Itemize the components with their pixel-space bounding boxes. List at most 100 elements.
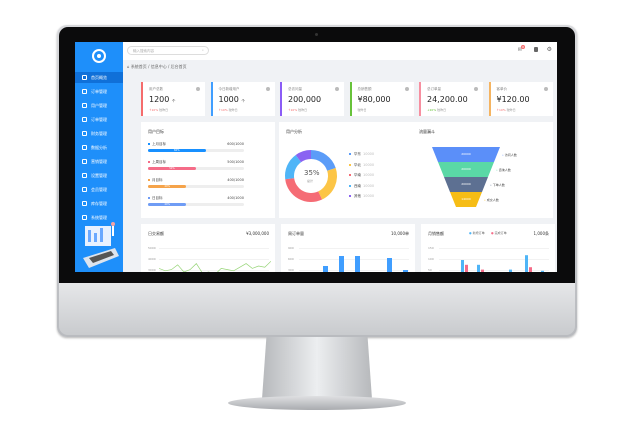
donut-slice	[285, 178, 323, 202]
funnel-label-text: 访问人数	[504, 153, 517, 157]
goal-label: 上周目标	[152, 160, 166, 164]
stat-title: 今日新增用户	[218, 87, 240, 91]
goal-label: 月目标	[152, 178, 163, 182]
camera	[315, 33, 318, 36]
file-icon	[82, 89, 87, 94]
sidebar-item[interactable]: 首页概览	[75, 72, 123, 83]
gridline	[299, 270, 409, 271]
sidebar-item[interactable]: 系统管理	[75, 212, 123, 223]
bell-icon[interactable]: ✉	[517, 47, 522, 53]
y-tick-label: 4000	[148, 257, 156, 261]
gridline	[159, 270, 269, 271]
sidebar-item-label: 库存管理	[91, 200, 107, 206]
bar	[355, 256, 360, 272]
goals-title: 用户目标	[148, 129, 164, 134]
sidebar-item-label: 订单管理	[91, 88, 107, 94]
y-tick-label: 900	[288, 246, 294, 250]
stat-title: 客单价	[496, 87, 508, 91]
sidebar-item[interactable]: 订单管理	[75, 114, 123, 125]
sidebar-item[interactable]: 订单管理	[75, 86, 123, 97]
goal-progress: 日目标 400/1000 40%	[148, 196, 244, 206]
funnel-label: • 访问人数	[502, 153, 517, 157]
goal-fill: 40%	[148, 185, 187, 188]
stat-card: 客单价 ¥120.00 ↑10% 较昨日	[488, 82, 553, 116]
gear-icon	[82, 173, 87, 178]
sidebar-item[interactable]: 库存管理	[75, 198, 123, 209]
sidebar-item-label: 会员管理	[91, 186, 107, 192]
chart-total: 1,000条	[533, 231, 549, 236]
funnel-segment: 20000	[432, 147, 500, 162]
goal-progress: 上周目标 500/1000 50%	[148, 160, 244, 170]
store-icon	[82, 201, 87, 206]
sidebar-item[interactable]: 会员管理	[75, 184, 123, 195]
monitor-base	[228, 396, 406, 410]
chart-panel: 月销售额 1,000条 ● 新增订单 ● 完成订单 150 100 50	[421, 224, 555, 272]
monitor-icon	[82, 215, 87, 220]
info-icon[interactable]	[335, 87, 339, 91]
bar	[387, 258, 392, 272]
goal-value: 600/1000	[227, 142, 244, 146]
sidebar-item-label: 财务管理	[91, 130, 107, 136]
chart-panel: 日交易额 ¥3,000,000 5000 4000 3000	[141, 224, 275, 272]
breadcrumb-text[interactable]: 系统首页 / 信息中心 / 后台首页	[130, 64, 187, 69]
stat-change: ↑10%	[149, 108, 159, 112]
bar	[481, 269, 484, 272]
gridline	[439, 259, 549, 260]
gridline	[299, 248, 409, 249]
funnel-label-text: 下单人数	[492, 183, 505, 187]
home-icon: ⌂	[127, 64, 131, 69]
donut-legend-item: 西南 10000	[349, 184, 374, 189]
search-icon[interactable]: ⌕	[202, 48, 204, 52]
stat-change: ↑10%	[496, 108, 506, 112]
y-tick-label: 300	[288, 268, 294, 272]
sidebar-item[interactable]: 用户管理	[75, 100, 123, 111]
y-tick-label: 150	[428, 246, 434, 250]
stat-note: 较昨日	[357, 108, 367, 112]
sidebar-item[interactable]: 营销管理	[75, 156, 123, 167]
funnel-title: 流量漏斗	[419, 129, 435, 134]
gear-icon[interactable]: ⚙	[546, 46, 552, 53]
monitor-stand	[262, 337, 372, 399]
sidebar-item[interactable]: 数据分析	[75, 142, 123, 153]
user-icon	[82, 103, 87, 108]
chart-legend-item: ● 完成订单	[491, 231, 507, 235]
y-tick-label: 600	[288, 257, 294, 261]
stat-title: 总访问量	[288, 87, 302, 91]
legend-value: 10000	[363, 194, 375, 198]
chart-legend-item: ● 新增订单	[469, 231, 485, 235]
funnel-label-text: 咨询人数	[498, 168, 511, 172]
goal-value: 500/1000	[227, 160, 244, 164]
goal-fill: 60%	[148, 149, 206, 152]
donut-slice	[318, 167, 337, 200]
search-input[interactable]: 输入搜索内容 ⌕	[127, 46, 209, 55]
info-icon[interactable]	[404, 87, 409, 91]
stat-value: 24,200.00	[427, 95, 468, 104]
sidebar-item[interactable]: 财务管理	[75, 128, 123, 139]
info-icon[interactable]	[196, 87, 200, 91]
breadcrumb: ⌂ 系统首页 / 信息中心 / 后台首页	[127, 64, 187, 70]
lock-icon[interactable]	[534, 47, 538, 52]
donut-chart	[285, 150, 337, 202]
stat-title: 用户总数	[149, 87, 163, 91]
legend-label: 其他	[354, 194, 361, 198]
info-icon[interactable]	[265, 87, 270, 91]
stat-note: 较昨日	[159, 108, 169, 112]
legend-label: 华北	[354, 162, 361, 167]
donut-legend-item: 华南 10000	[349, 173, 374, 178]
gridline	[439, 270, 549, 271]
top-bar: 输入搜索内容 ⌕ ✉ 6 ⚙	[123, 42, 557, 60]
sidebar-item[interactable]: 设置管理	[75, 170, 123, 181]
stat-value: 1200	[149, 95, 170, 104]
gridline	[159, 259, 269, 260]
chart-icon	[82, 145, 87, 150]
vip-icon	[82, 187, 87, 192]
notification-badge: 6	[521, 45, 525, 49]
info-icon[interactable]	[543, 87, 548, 91]
goal-value: 400/1000	[227, 178, 244, 182]
bar	[525, 255, 528, 272]
stat-card: 用户总数 1200 个 ↑10% 较昨日	[141, 82, 205, 116]
stat-card: 总销售额 ¥80,000 较昨日	[349, 82, 414, 116]
info-icon[interactable]	[474, 87, 478, 91]
legend-label: 华东	[354, 152, 361, 156]
y-tick-label: 50	[428, 268, 432, 272]
